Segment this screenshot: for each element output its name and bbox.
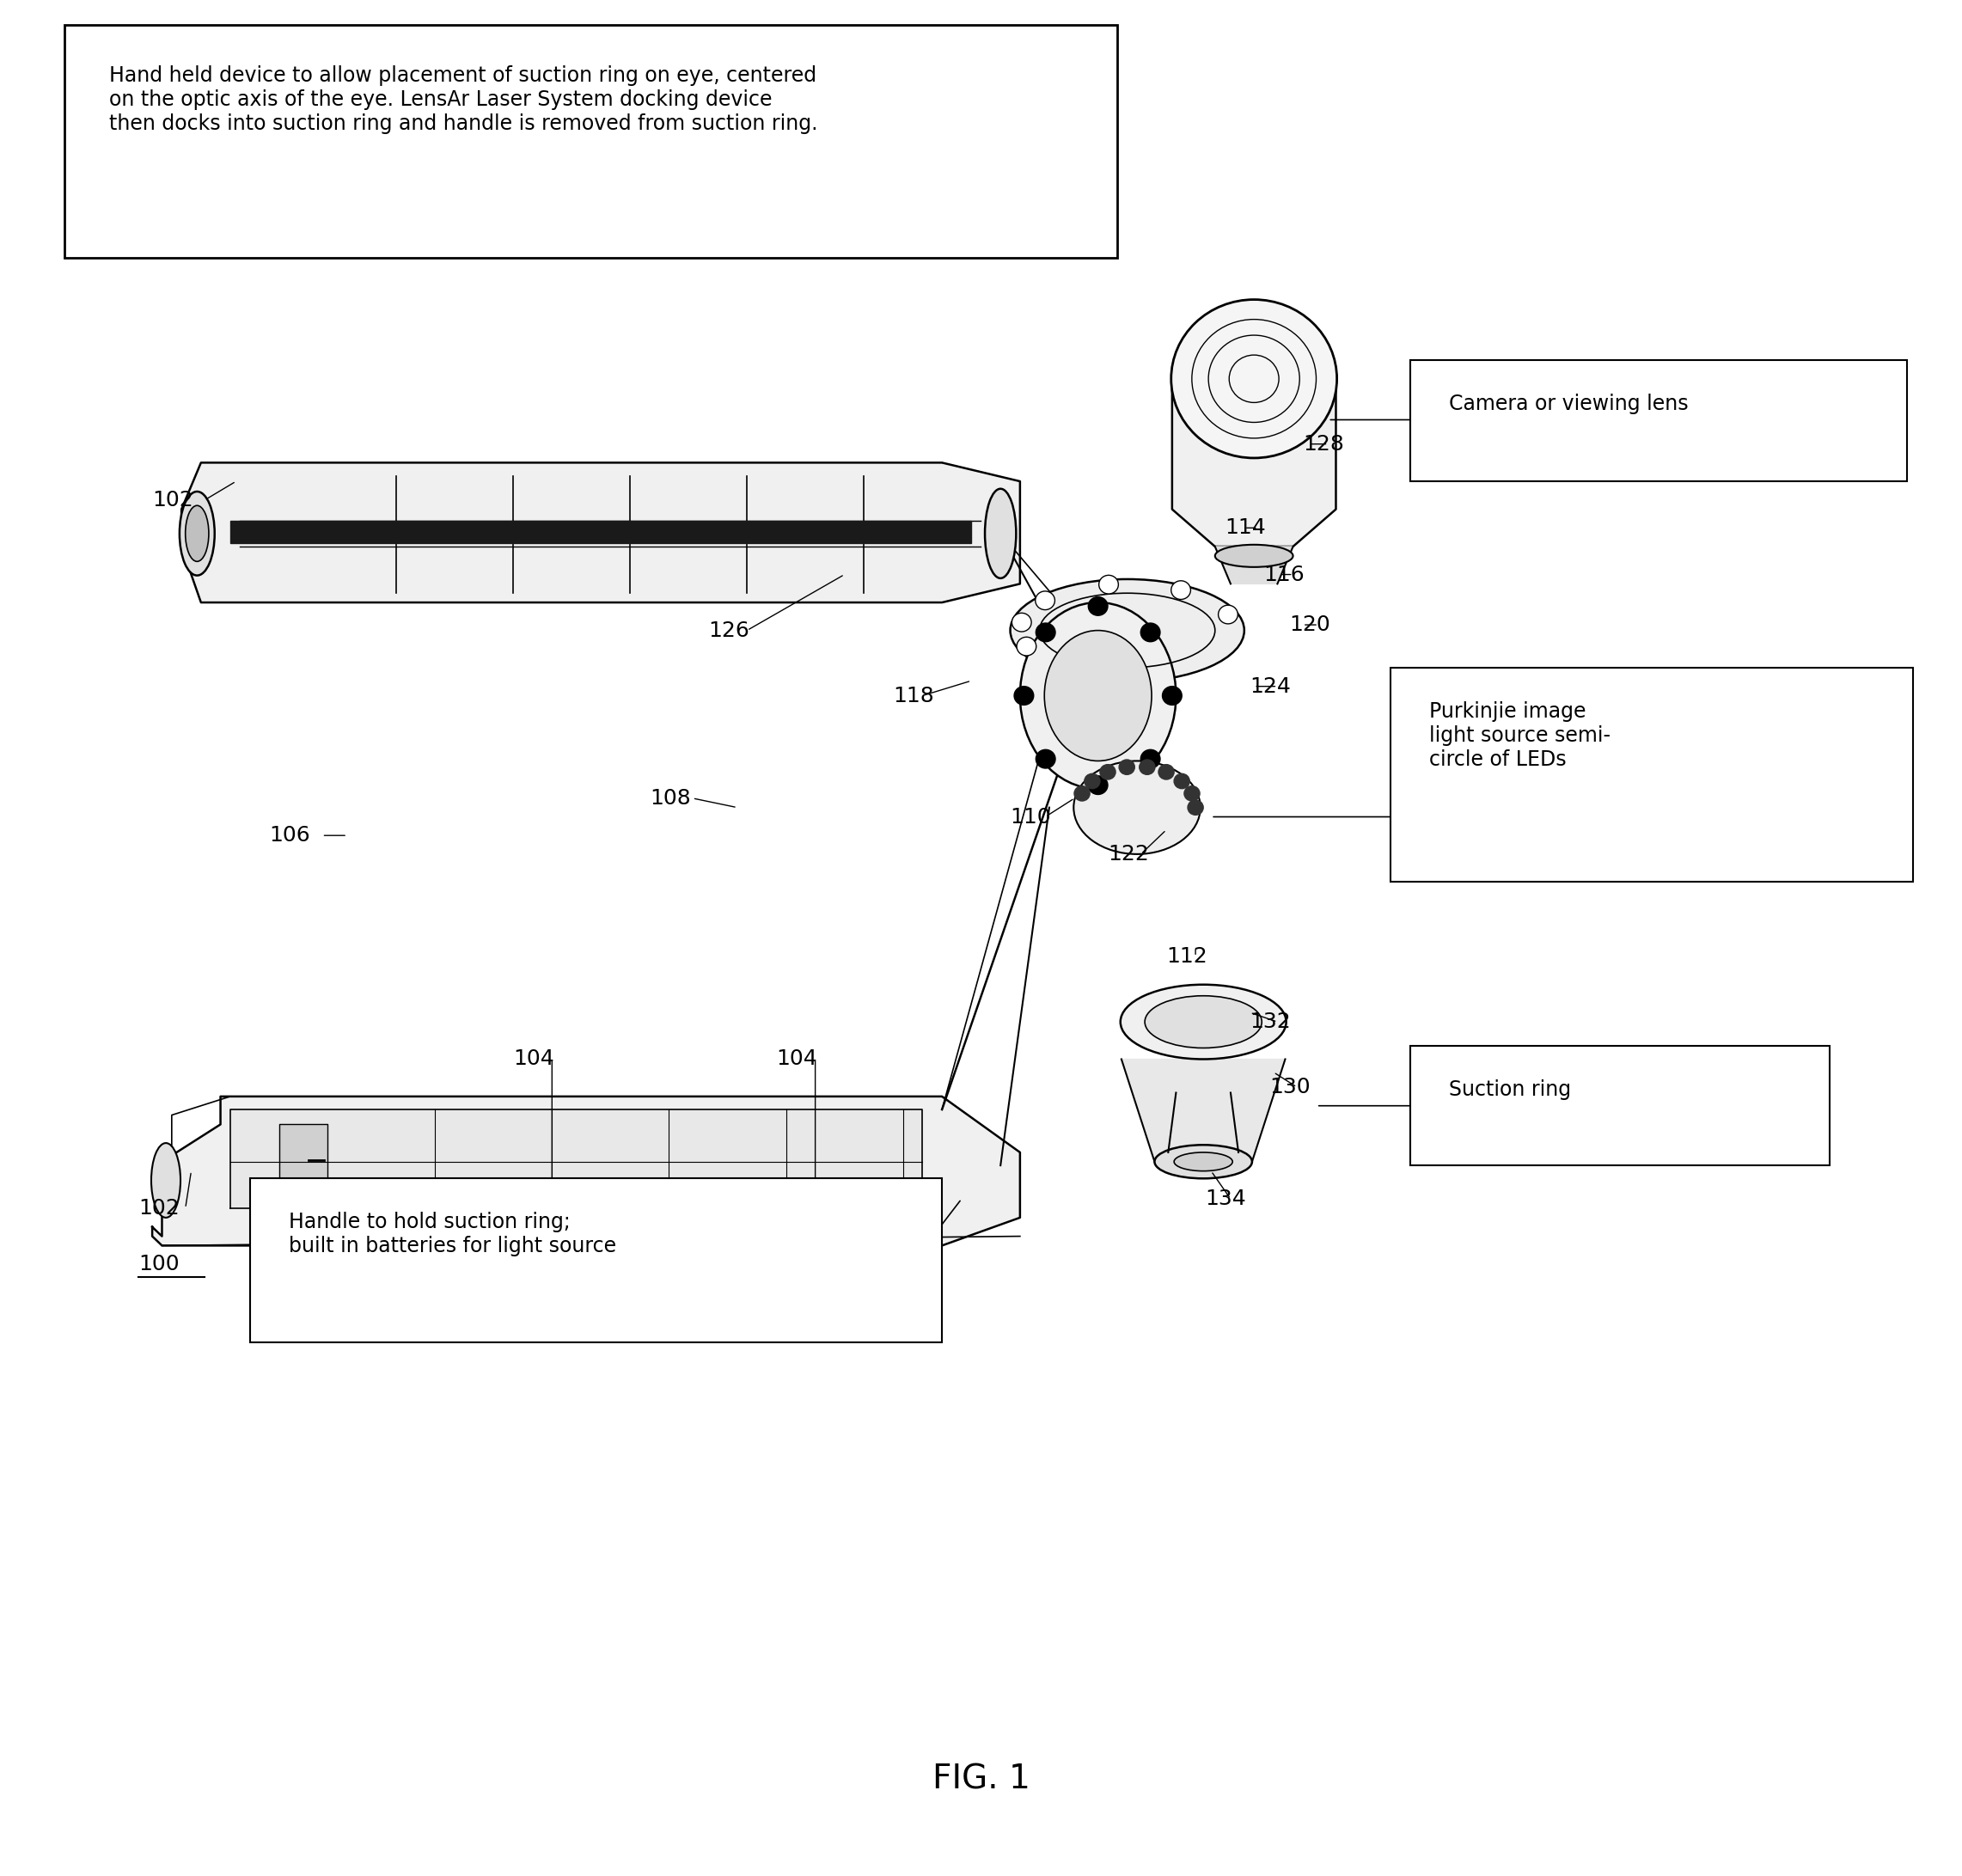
Polygon shape [230,1109,922,1208]
Circle shape [1101,765,1116,779]
Circle shape [1085,773,1101,788]
Text: Camera or viewing lens: Camera or viewing lens [1450,394,1689,415]
Text: Purkinjie image
light source semi-
circle of LEDs: Purkinjie image light source semi- circl… [1430,702,1611,769]
Polygon shape [153,1096,1020,1246]
Polygon shape [1171,379,1336,546]
Ellipse shape [1073,762,1201,854]
Text: 102: 102 [139,1199,181,1219]
Ellipse shape [1010,580,1244,681]
Text: 126: 126 [708,621,749,642]
Circle shape [1171,582,1191,600]
Circle shape [1162,687,1181,705]
Circle shape [1187,799,1203,814]
Text: 118: 118 [893,685,934,705]
Ellipse shape [181,492,214,576]
Text: 110: 110 [1010,807,1052,827]
Text: Handle to hold suction ring;
built in batteries for light source: Handle to hold suction ring; built in ba… [288,1212,616,1257]
Circle shape [1185,786,1201,801]
Text: Hand held device to allow placement of suction ring on eye, centered
on the opti: Hand held device to allow placement of s… [110,66,818,133]
Ellipse shape [1154,1144,1252,1178]
Circle shape [1036,750,1056,769]
Text: 106: 106 [269,825,310,846]
FancyBboxPatch shape [249,1178,942,1343]
Text: 100: 100 [139,1253,179,1274]
Circle shape [1036,591,1056,610]
Ellipse shape [1144,996,1262,1049]
FancyBboxPatch shape [1391,668,1913,882]
Text: 122: 122 [1109,844,1150,865]
Circle shape [1075,786,1089,801]
Polygon shape [279,1124,328,1195]
FancyBboxPatch shape [65,24,1118,257]
Circle shape [1014,687,1034,705]
Text: 128: 128 [1303,433,1344,454]
Text: 108: 108 [649,788,691,809]
FancyBboxPatch shape [1411,360,1907,482]
Circle shape [1099,576,1118,595]
Ellipse shape [1020,602,1175,790]
Circle shape [1089,777,1109,794]
Text: 104: 104 [512,1049,553,1069]
Polygon shape [1214,546,1293,583]
Circle shape [1036,623,1056,642]
Bar [230,520,971,542]
Circle shape [1158,765,1173,779]
Circle shape [1012,613,1032,632]
Text: 104: 104 [777,1049,818,1069]
Ellipse shape [1173,1152,1232,1171]
Circle shape [1089,597,1109,615]
Text: 130: 130 [1269,1077,1311,1097]
Circle shape [1016,638,1036,657]
Text: 132: 132 [1250,1011,1291,1032]
Text: 120: 120 [1289,615,1330,636]
Circle shape [1140,750,1160,769]
Text: 134: 134 [1205,1189,1246,1210]
Circle shape [1140,623,1160,642]
Ellipse shape [184,505,208,561]
Circle shape [1140,760,1156,775]
Circle shape [1218,606,1238,625]
Text: FIG. 1: FIG. 1 [932,1763,1030,1795]
Polygon shape [181,463,1020,602]
Text: Suction ring: Suction ring [1450,1081,1572,1101]
Text: 114: 114 [1224,518,1265,538]
Polygon shape [1122,1060,1285,1161]
Ellipse shape [1044,630,1152,762]
FancyBboxPatch shape [1411,1047,1829,1165]
Circle shape [1118,760,1134,775]
Ellipse shape [1171,300,1336,458]
Ellipse shape [1120,985,1287,1060]
Text: 112: 112 [1165,946,1207,966]
Ellipse shape [985,490,1016,578]
Ellipse shape [1214,544,1293,567]
Text: 102: 102 [153,490,194,510]
Text: 116: 116 [1264,565,1305,585]
Ellipse shape [151,1142,181,1218]
Text: 124: 124 [1250,675,1291,696]
Circle shape [1173,773,1189,788]
